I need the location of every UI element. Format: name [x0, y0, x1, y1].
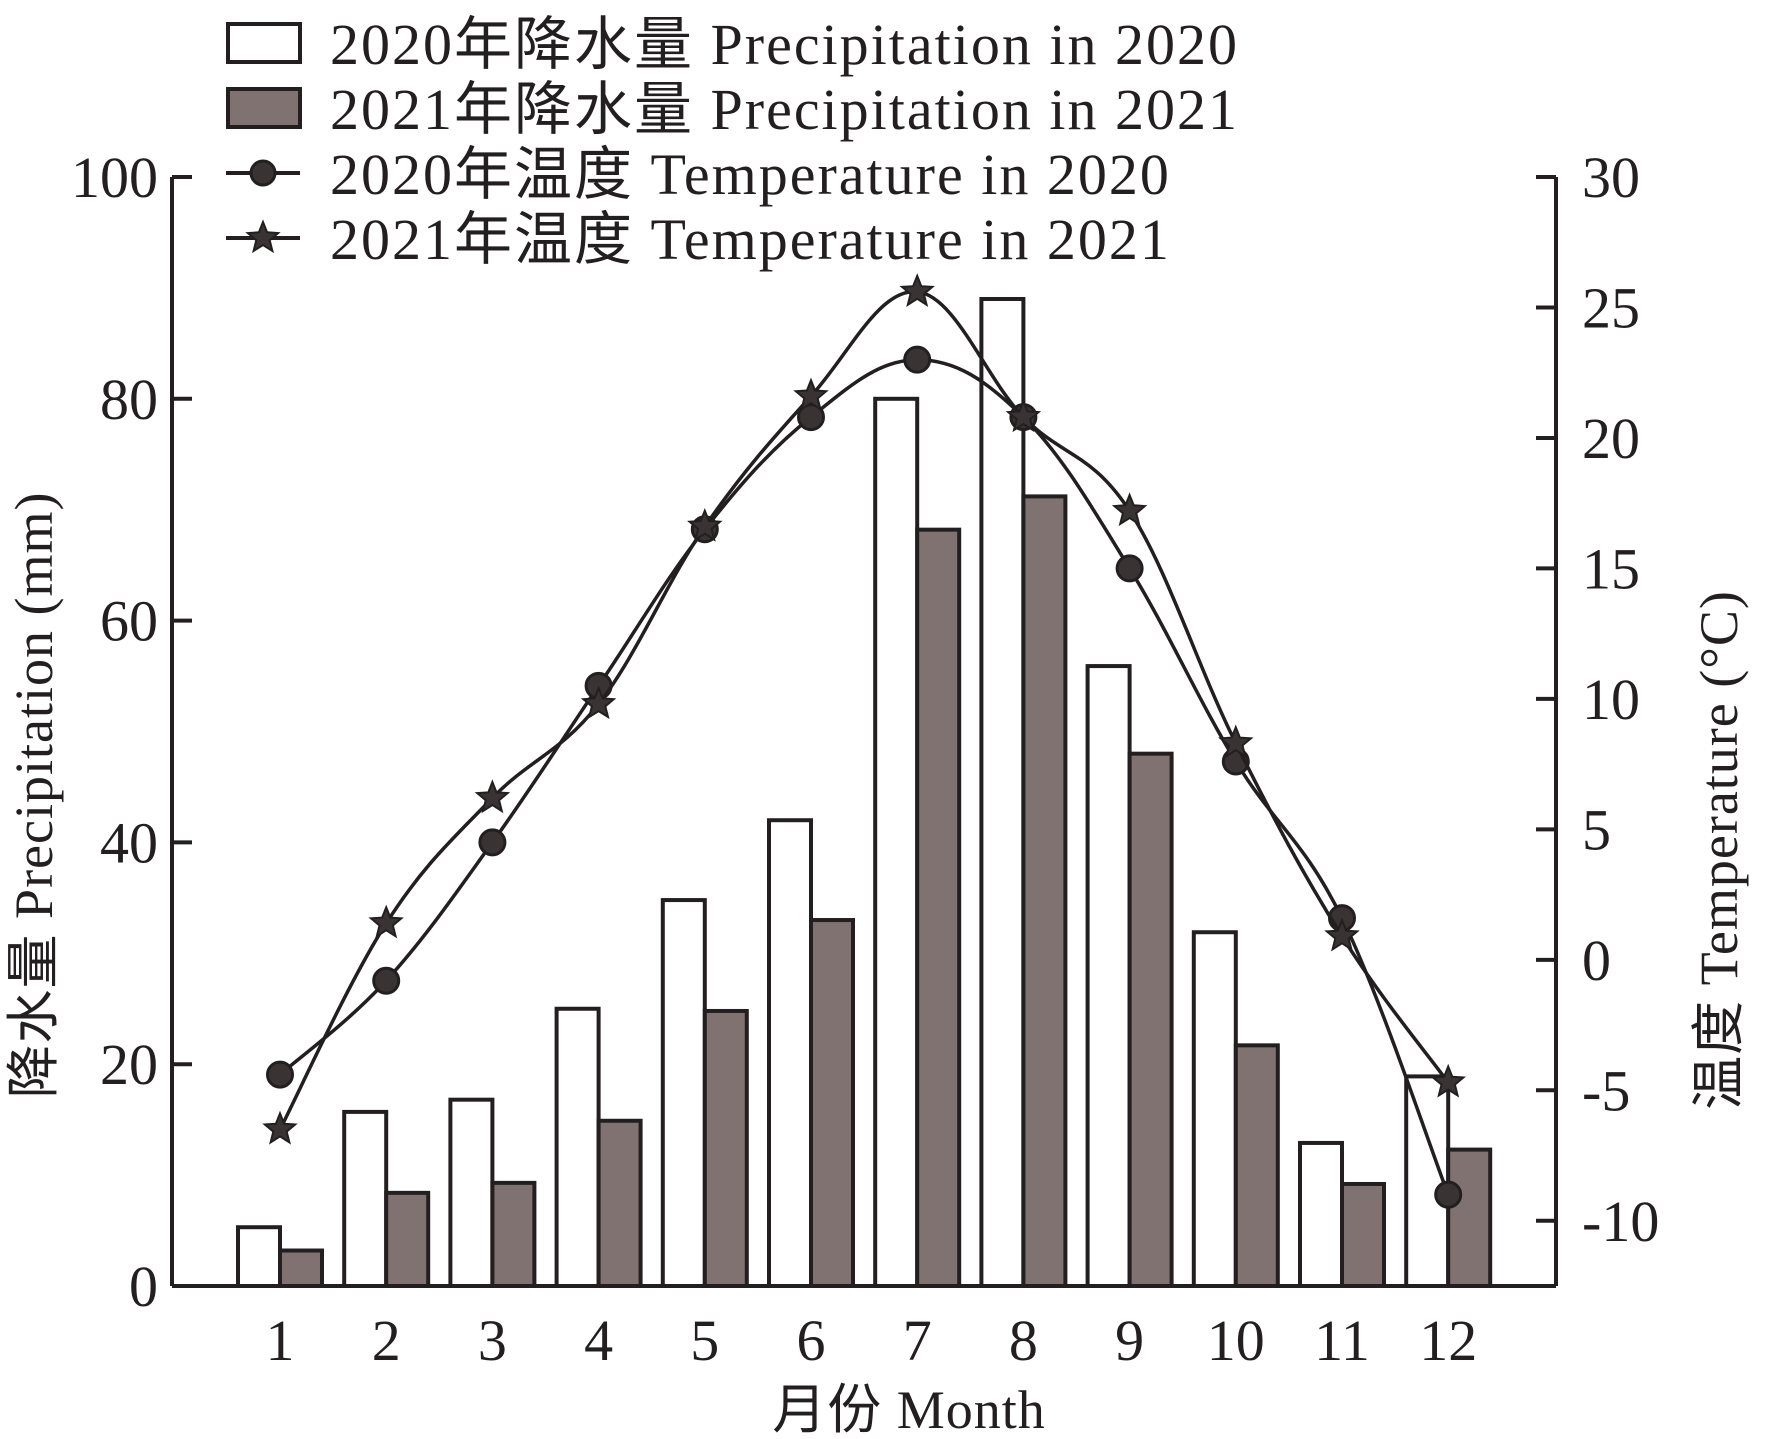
temperature-point-2021-month-5 [687, 507, 723, 542]
x-tick-label-3: 3 [478, 1308, 507, 1373]
y-right-tick-label: 20 [1582, 406, 1640, 471]
temperature-point-2020-month-1 [266, 1060, 294, 1089]
y-right-tick-label: 25 [1582, 275, 1640, 340]
temperature-point-2021-month-12 [1430, 1063, 1466, 1098]
x-tick-label-4: 4 [584, 1308, 613, 1373]
legend-marker-circle [249, 159, 277, 187]
legend-label-1: 2021年降水量 Precipitation in 2021 [330, 77, 1239, 142]
x-tick-label-7: 7 [903, 1308, 932, 1373]
temperature-point-2021-month-7 [899, 273, 935, 307]
x-tick-label-1: 1 [266, 1308, 295, 1373]
y-left-tick-label: 60 [100, 589, 158, 654]
y-left-tick-label: 40 [100, 810, 158, 875]
y-axis-left-title: 降水量 Precipitation (mm) [4, 492, 64, 1099]
y-right-tick-label: -10 [1582, 1189, 1659, 1254]
temperature-point-2021-month-4 [580, 685, 617, 720]
bar-2020-month-9 [1085, 664, 1132, 1288]
lines-layer [262, 273, 1466, 1209]
temperature-point-2021-month-11 [1324, 917, 1360, 952]
x-tick-label-9: 9 [1115, 1308, 1144, 1373]
bars-layer [236, 296, 1493, 1289]
y-right-tick-label: -5 [1582, 1058, 1630, 1123]
bar-2021-month-4 [596, 1118, 643, 1289]
bar-2021-month-6 [809, 918, 855, 1289]
legend-label-3: 2021年温度 Temperature in 2021 [330, 207, 1171, 272]
temperature-point-2020-month-7 [903, 345, 932, 374]
y-left-tick-label: 80 [100, 367, 158, 432]
temperature-point-2021-month-6 [793, 377, 829, 412]
bar-2020-month-6 [767, 818, 813, 1288]
temperature-point-2021-month-10 [1218, 724, 1254, 759]
bar-2021-month-5 [702, 1008, 749, 1289]
bar-2020-month-2 [342, 1109, 389, 1288]
temperature-point-2021-month-8 [1005, 398, 1042, 433]
bar-2021-month-2 [384, 1190, 431, 1288]
y-left-tick-label: 20 [100, 1032, 158, 1097]
temperature-line-2021 [278, 290, 1450, 1131]
y-right-tick-label: 0 [1582, 928, 1611, 993]
bar-2020-month-10 [1191, 930, 1238, 1288]
bar-2021-month-7 [915, 527, 962, 1288]
x-axis-title: 月份 Month [772, 1380, 1046, 1439]
x-tick-label-6: 6 [797, 1308, 826, 1373]
temperature-point-2020-month-6 [797, 403, 825, 432]
y-left-tick-label: 0 [129, 1254, 158, 1319]
y-axis-right-title: 温度 Temperature (°C) [1689, 590, 1749, 1110]
temperature-point-2021-month-1 [262, 1110, 298, 1145]
bar-2021-month-1 [278, 1248, 324, 1288]
temperature-point-2020-month-9 [1115, 554, 1144, 583]
bar-2020-month-1 [236, 1225, 282, 1289]
temperature-point-2021-month-3 [474, 779, 511, 814]
legend-swatch-1 [226, 87, 302, 129]
bar-2020-month-5 [660, 898, 707, 1288]
y-right-tick-label: 30 [1582, 145, 1640, 210]
x-tick-label-8: 8 [1009, 1308, 1038, 1373]
bar-2021-month-9 [1127, 751, 1174, 1288]
temperature-point-2021-month-2 [368, 904, 404, 939]
y-right-tick-label: 15 [1582, 536, 1640, 601]
x-tick-label-11: 11 [1314, 1308, 1370, 1373]
legend-marker-star [245, 219, 281, 254]
bar-2021-month-12 [1446, 1147, 1493, 1289]
temperature-point-2020-month-2 [372, 966, 401, 995]
bar-2021-month-3 [490, 1180, 537, 1289]
x-tick-label-5: 5 [690, 1308, 719, 1373]
bar-2020-month-8 [979, 296, 1026, 1288]
x-tick-label-12: 12 [1419, 1308, 1477, 1373]
bar-2021-month-11 [1340, 1181, 1386, 1289]
bar-2021-month-10 [1233, 1043, 1280, 1289]
legend-label-0: 2020年降水量 Precipitation in 2020 [330, 12, 1239, 77]
temperature-point-2020-month-3 [478, 828, 507, 857]
bar-2020-month-3 [448, 1097, 495, 1288]
y-left-tick-label: 100 [71, 145, 158, 210]
temperature-point-2020-month-12 [1434, 1180, 1463, 1209]
x-tick-label-2: 2 [372, 1308, 401, 1373]
legend-label-2: 2020年温度 Temperature in 2020 [330, 142, 1171, 207]
legend-swatch-0 [226, 22, 302, 64]
y-right-tick-label: 5 [1582, 797, 1611, 862]
bar-2020-month-7 [873, 396, 920, 1288]
bar-2020-month-11 [1298, 1140, 1344, 1288]
temperature-point-2021-month-9 [1111, 492, 1148, 527]
x-tick-label-10: 10 [1207, 1308, 1265, 1373]
bar-2021-month-8 [1021, 494, 1068, 1288]
bar-2020-month-4 [554, 1006, 601, 1288]
y-right-tick-label: 10 [1582, 667, 1640, 732]
